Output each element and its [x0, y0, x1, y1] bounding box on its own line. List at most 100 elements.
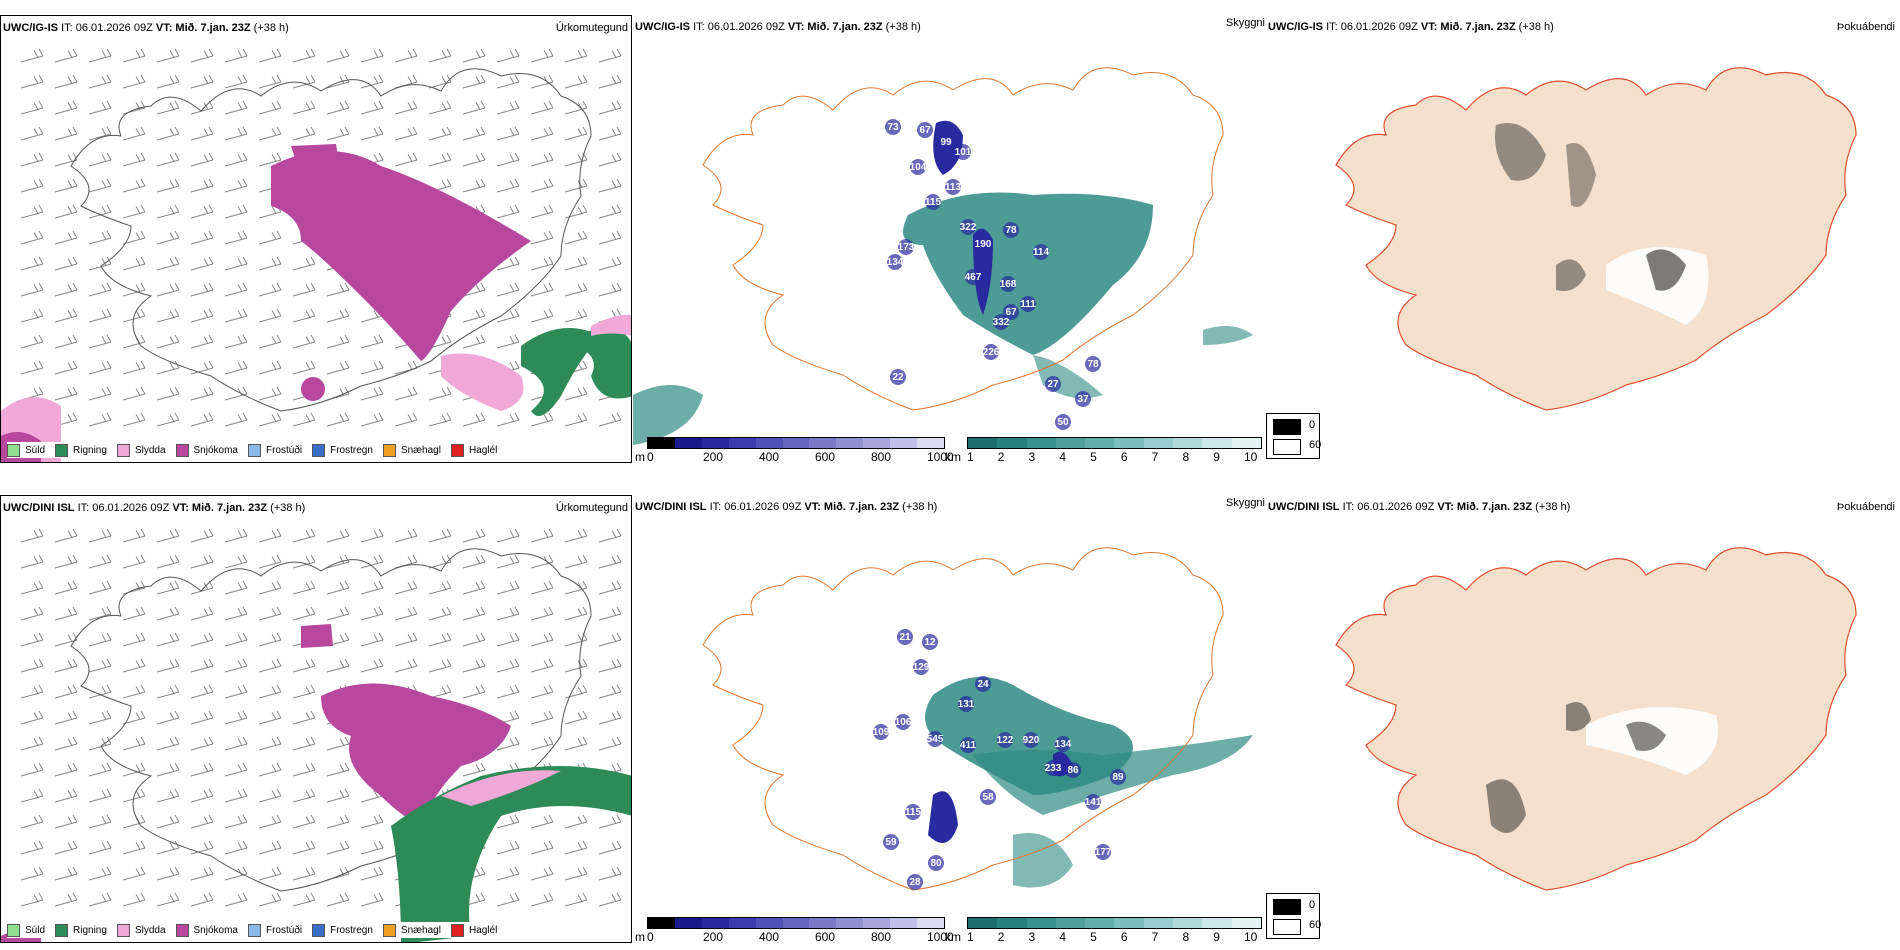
colorbar-segment [1055, 438, 1086, 448]
legend-item: Frostúði [247, 443, 302, 457]
wind-barb [224, 204, 248, 219]
panel-header: UWC/IG-IS IT: 06.01.2026 09Z VT: Mið. 7.… [3, 22, 289, 34]
wind-barb [598, 204, 622, 219]
wind-barb [598, 152, 622, 167]
wind-barb [292, 412, 316, 427]
wind-barb [360, 892, 384, 907]
cloud-base-label: 24 [977, 679, 989, 690]
cloud-base-label: 106 [895, 717, 912, 728]
wind-barb [20, 814, 44, 829]
wind-barb [54, 814, 78, 829]
wind-barb [496, 412, 520, 427]
colorbar-segment [863, 918, 891, 928]
cloud-base-marker [922, 634, 938, 650]
cloud-base-marker [1055, 414, 1071, 430]
wind-barb [598, 126, 622, 141]
wind-barb [394, 48, 418, 63]
wind-barb [190, 360, 214, 375]
wind-barb [224, 528, 248, 543]
wind-barb [564, 308, 588, 323]
cloud-base-colorbar: m 0 200 400 600 800 1000 [635, 917, 954, 943]
wind-barb [20, 204, 44, 219]
wind-barb [462, 528, 486, 543]
colorbar-unit: m [635, 450, 645, 463]
wind-barb [292, 580, 316, 595]
wind-barb [122, 204, 146, 219]
wind-barb [394, 580, 418, 595]
wind-barb [462, 762, 486, 777]
wind-barb [20, 360, 44, 375]
sleet-area [441, 770, 561, 806]
wind-barb [530, 230, 554, 245]
iceland-outline [70, 68, 592, 412]
wind-barb [564, 866, 588, 881]
wind-barb [564, 528, 588, 543]
fog-indicator-area [1556, 259, 1586, 291]
cloud-base-marker [883, 834, 899, 850]
cloud-base-marker [955, 144, 971, 160]
fog-legend: 0 60 [1266, 893, 1322, 939]
wind-barb [530, 178, 554, 193]
wind-barb [156, 606, 180, 621]
wind-barb [530, 282, 554, 297]
colorbar-segment [1026, 918, 1056, 928]
cloud-base-label: 58 [982, 792, 994, 803]
wind-barb [190, 736, 214, 751]
wind-barb [326, 528, 350, 543]
legend-swatch [247, 443, 261, 457]
wind-barb [564, 736, 588, 751]
colorbar-segment [1143, 918, 1174, 928]
low-cloud-area [928, 791, 958, 843]
wind-barb [156, 580, 180, 595]
cloud-base-marker [898, 239, 914, 255]
wind-barb [292, 606, 316, 621]
wind-barb [530, 814, 554, 829]
cloud-base-label: 80 [930, 858, 942, 869]
cloud-base-marker [1003, 304, 1019, 320]
panel-title: Þokuábendi [1836, 21, 1895, 33]
wind-barb [496, 308, 520, 323]
wind-barb [258, 788, 282, 803]
fog-legend-max: 60 [1309, 919, 1322, 931]
wind-barb [122, 308, 146, 323]
snow-area [301, 377, 325, 401]
cloud-base-colorbar: m 0 200 400 600 800 1000 [635, 437, 954, 463]
colorbar-tick-label: 2 [997, 450, 1005, 463]
wind-barb [598, 710, 622, 725]
wind-barb [88, 866, 112, 881]
colorbar-tick-label: 1000 [927, 930, 954, 943]
wind-barb [496, 282, 520, 297]
wind-barb [428, 580, 452, 595]
wind-barb [88, 840, 112, 855]
fog-legend-max-swatch [1273, 919, 1301, 935]
wind-barb [360, 48, 384, 63]
wind-barb [530, 126, 554, 141]
cloud-map: 21 12 129 109 106 545 411 122 920 134 233 86 89 58 141… [702, 547, 1253, 891]
wind-barb [20, 840, 44, 855]
colorbar-tick-label: 1000 [927, 450, 954, 463]
wind-barb [224, 386, 248, 401]
legend-swatch [7, 443, 20, 457]
panel-title: Skyggni [1225, 497, 1265, 509]
wind-barb [190, 256, 214, 271]
cloud-base-marker [960, 219, 976, 235]
wind-barb [394, 658, 418, 673]
valid-time: VT: Mið. 7.jan. 23Z [1437, 501, 1533, 513]
cloud-base-marker [958, 696, 974, 712]
cloud-base-marker [1055, 736, 1071, 752]
cloud-base-label: 27 [1047, 379, 1059, 390]
wind-barb [54, 840, 78, 855]
wind-barb [54, 554, 78, 569]
cloud-base-marker [1085, 356, 1101, 372]
wind-barb [258, 256, 282, 271]
cloud-base-label: 50 [1057, 417, 1069, 428]
cloud-base-label: 37 [1077, 394, 1089, 405]
wind-barb [190, 866, 214, 881]
wind-barb [598, 100, 622, 115]
wind-barb [224, 632, 248, 647]
visibility-colorbar: km 1 2 3 4 5 6 7 8 9 10 [945, 917, 1265, 943]
fog-indicator-area [1566, 143, 1596, 207]
wind-barb [224, 866, 248, 881]
wind-barb [190, 892, 214, 907]
colorbar-tick-label: 2 [997, 930, 1005, 943]
